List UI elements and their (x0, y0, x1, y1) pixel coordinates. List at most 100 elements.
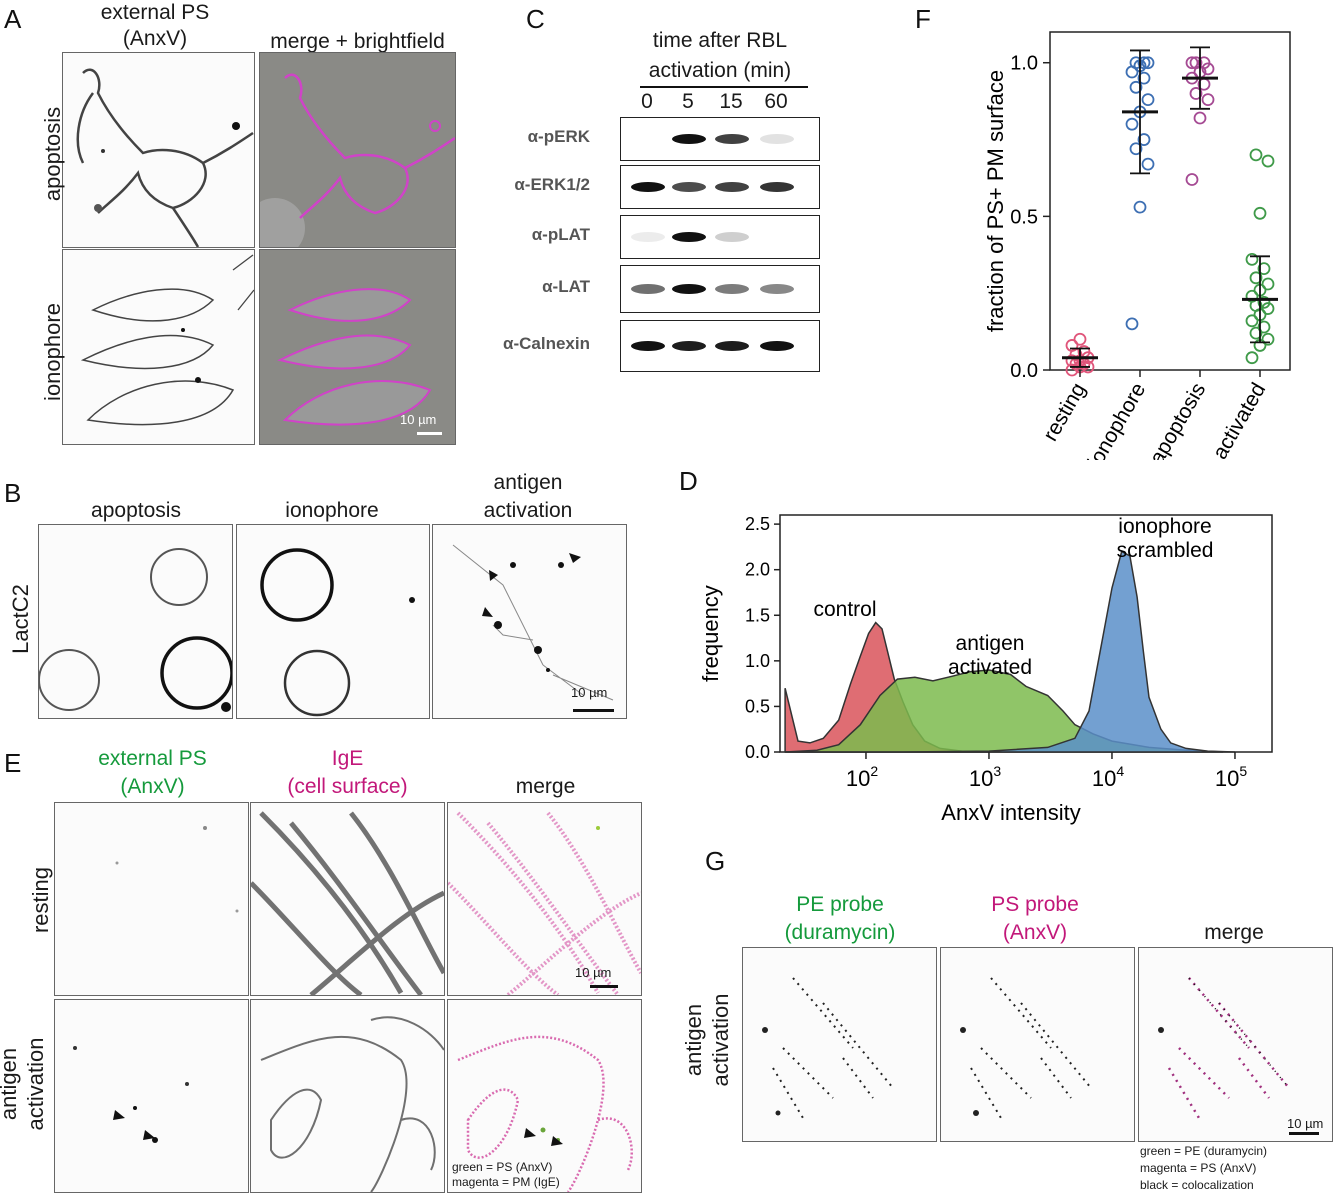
data-point (1185, 56, 1199, 70)
data-point (1261, 332, 1275, 346)
blot-band (672, 182, 706, 192)
data-point (1245, 314, 1259, 328)
panel-e-resting-ige-image (250, 802, 445, 996)
blot-band (715, 232, 749, 242)
panel-a-col2-header: merge + brightfield (270, 30, 445, 53)
panel-g-col2-l2: (AnxV) (1002, 921, 1068, 944)
data-point (1129, 56, 1143, 70)
data-point (1141, 56, 1155, 70)
data-point (1129, 142, 1143, 156)
data-point (1065, 339, 1079, 352)
blot-label: α-pLAT (531, 225, 590, 244)
panel-g-legend-l1: green = PE (duramycin) (1140, 1144, 1268, 1158)
blot-row (620, 117, 820, 161)
data-point (1257, 262, 1271, 276)
blot-band (672, 134, 706, 144)
x-tick-label: apoptosis (1145, 379, 1210, 460)
panel-e-activation-merge-image: green = PS (AnxV) magenta = PM (IgE) (447, 999, 642, 1193)
x-tick-label: 102 (846, 763, 878, 791)
panel-g-col3: merge (1204, 921, 1264, 944)
data-point (1261, 154, 1275, 168)
data-point (1257, 295, 1271, 309)
data-point (1137, 71, 1151, 85)
panel-e-activation-anxv-image (54, 999, 249, 1193)
panel-c-label: C (526, 4, 545, 34)
x-tick-label: 105 (1215, 763, 1247, 791)
panel-g-row-l2: activation (708, 993, 733, 1087)
blot-row (620, 215, 820, 259)
blot-band (715, 134, 749, 144)
data-point (1249, 148, 1263, 162)
y-tick-label: 0.0 (745, 742, 770, 762)
panel-e-legend-l2: magenta = PM (IgE) (452, 1175, 560, 1189)
y-axis-label: frequency (698, 585, 723, 682)
annotation: activated (948, 656, 1032, 679)
y-tick-label: 1.0 (1010, 53, 1038, 75)
blot-band (760, 182, 794, 192)
annotation: ionophore (1118, 515, 1211, 538)
data-point (1133, 200, 1147, 214)
blot-band (631, 284, 665, 294)
blot-label: α-ERK1/2 (514, 175, 590, 194)
panel-g-scale-label: 10 µm (1287, 1116, 1324, 1131)
panel-a-scale-bar (417, 432, 442, 435)
panel-a-row2-label: ionophore (40, 303, 65, 401)
panel-a-row1-label: apoptosis (40, 106, 65, 202)
blot-band (760, 134, 794, 144)
panel-a-label: A (4, 4, 22, 34)
data-point (1261, 277, 1275, 291)
data-point (1253, 206, 1267, 220)
panel-g-row-l1: antigen (681, 1003, 706, 1077)
y-tick-label: 0.5 (1010, 206, 1038, 228)
data-point (1189, 87, 1203, 100)
panel-e-scale-label: 10 µm (575, 965, 612, 980)
y-tick-label: 0.5 (745, 696, 770, 716)
x-tick-label: 104 (1092, 763, 1124, 791)
panel-b-apoptosis-image (38, 524, 233, 719)
data-point (1249, 326, 1263, 340)
panel-g-legend-l3: black = colocalization (1140, 1178, 1254, 1192)
data-point (1137, 56, 1151, 70)
y-tick-label: 0.0 (1010, 360, 1038, 382)
data-point (1129, 80, 1143, 94)
data-point (1201, 93, 1215, 106)
panel-a-col1-header-l1: external PS (100, 1, 210, 24)
x-axis-label: AnxV intensity (941, 800, 1080, 825)
panel-g-ps-probe-image (940, 947, 1135, 1142)
annotation: antigen (956, 632, 1025, 655)
panel-a-apoptosis-anxv-image (62, 52, 255, 248)
panel-g-scale-bar (1289, 1132, 1319, 1135)
panel-e-col3: merge (515, 775, 576, 798)
x-tick-label: 103 (969, 763, 1001, 791)
data-point (1245, 252, 1259, 266)
blot-band (760, 341, 794, 351)
lane-label-2: 15 (719, 90, 743, 113)
panel-e-resting-merge-image: 10 µm (447, 802, 642, 996)
panel-b-row-label: LactC2 (8, 584, 33, 654)
panel-g-merge-image: 10 µm (1138, 947, 1333, 1142)
data-point (1125, 117, 1139, 131)
panel-c-title-l1: time after RBL (652, 29, 788, 52)
x-tick-label: activated (1208, 379, 1270, 460)
lane-label-1: 5 (682, 90, 694, 113)
series-area (785, 550, 1236, 753)
panel-e-col2-l2: (cell surface) (287, 775, 408, 798)
data-point (1245, 351, 1259, 365)
blot-band (672, 232, 706, 242)
data-point (1249, 271, 1263, 285)
panel-a-ionophore-anxv-image (62, 249, 255, 445)
data-point (1125, 317, 1139, 331)
panel-b-ionophore-image (236, 524, 430, 719)
annotation: control (813, 598, 876, 621)
panel-b-col1: apoptosis (91, 499, 181, 522)
panel-b-label: B (4, 478, 22, 508)
blot-band (760, 284, 794, 294)
panel-a-scale-label: 10 µm (400, 412, 437, 427)
panel-b-col2: ionophore (285, 499, 379, 522)
panel-d-histogram: 0.0 0.5 1.0 1.5 2.0 2.5 102 103 104 105 AnxV inten… (698, 514, 1273, 825)
panel-g-pe-probe-image (742, 947, 937, 1142)
blot-band (715, 284, 749, 294)
data-point (1141, 157, 1155, 171)
blot-label: α-LAT (542, 277, 590, 296)
